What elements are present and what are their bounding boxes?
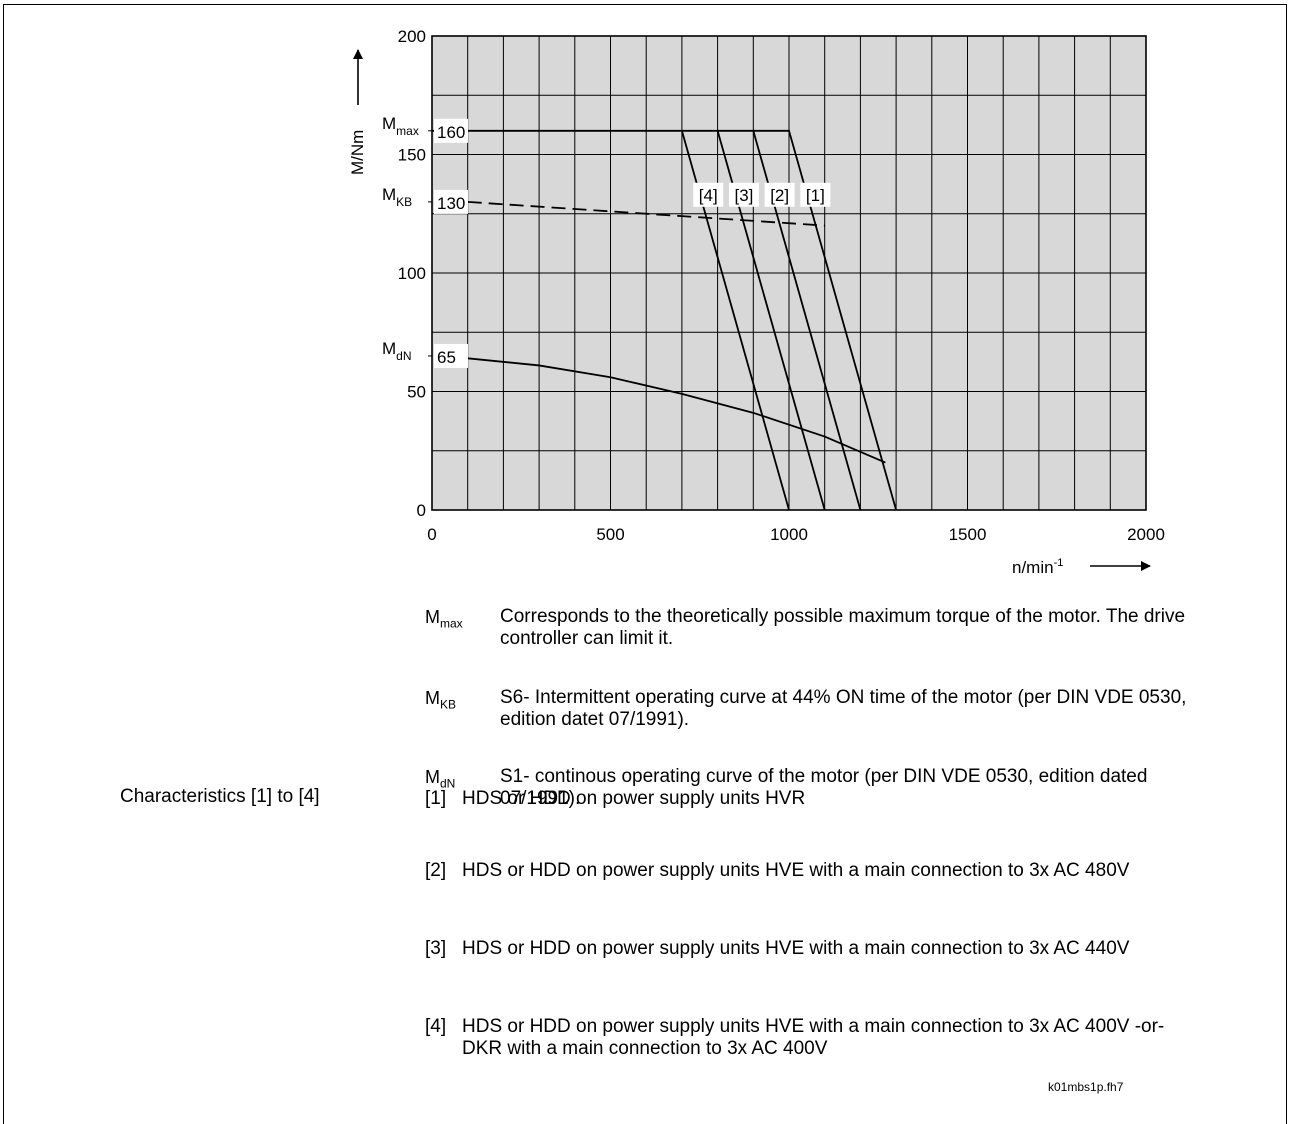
marker-symbol-main: M: [382, 185, 396, 204]
marker-symbol-sub: max: [396, 124, 419, 138]
char-text: HDS or HDD on power supply units HVE wit…: [462, 860, 1130, 881]
marker-symbol-main: M: [382, 114, 396, 133]
y-tick-label: 0: [417, 501, 426, 520]
series-label-box: [728, 182, 759, 207]
desc-symbol-main: M: [425, 767, 440, 787]
marker-symbol: MKB: [382, 185, 412, 209]
torque-speed-chart: 0 500 1000 1500 2000 0 50 100 150 200 160 Mmax 130 M…: [348, 27, 1165, 577]
grid: [432, 36, 1146, 510]
y-tick-label: 200: [398, 27, 426, 46]
char-text: HDS or HDD on power supply units HVE wit…: [462, 938, 1130, 959]
series-label: [1]: [806, 186, 825, 205]
characteristics-heading: Characteristics [1] to [4]: [120, 786, 320, 807]
series-line-mdn: [467, 357, 886, 464]
series-line-mkb: [467, 201, 825, 227]
marker-symbol-main: M: [382, 339, 396, 358]
tick-labels: 0 500 1000 1500 2000 0 50 100 150 200: [398, 27, 1165, 544]
desc-symbol: MdN: [425, 766, 455, 795]
desc-symbol-main: M: [425, 607, 440, 627]
desc-symbol-sub: KB: [440, 697, 457, 712]
marker-symbol-sub: KB: [396, 195, 412, 209]
series-label-box: [800, 182, 831, 207]
x-axis-label-main: n/min: [1012, 558, 1054, 577]
marker-value-box: [434, 189, 468, 214]
marker-value-label: 65: [437, 348, 456, 367]
series-label: [3]: [734, 186, 753, 205]
char-number: [4]: [425, 1016, 447, 1037]
page-frame: [3, 4, 1287, 1124]
marker-symbol-sub: dN: [396, 349, 411, 363]
x-axis-label: n/min-1: [1012, 557, 1063, 577]
desc-symbol: Mmax: [425, 606, 463, 635]
y-tick-label: 50: [407, 383, 426, 402]
y-tick-label: 100: [398, 264, 426, 283]
x-tick-label: 500: [596, 525, 624, 544]
char-number: [3]: [425, 938, 447, 959]
marker-value-box: [434, 118, 468, 143]
desc-text: Corresponds to the theoretically possibl…: [500, 606, 1186, 649]
desc-text: S6- Intermittent operating curve at 44% …: [500, 687, 1187, 730]
marker-value-box: [434, 343, 468, 368]
series-label-box: [693, 182, 724, 207]
marker-value-label: 130: [437, 194, 465, 213]
x-tick-label: 0: [427, 525, 436, 544]
x-tick-label: 2000: [1127, 525, 1165, 544]
series-label-box: [764, 182, 795, 207]
char-number: [1]: [425, 788, 447, 809]
char-text: HDS or HDD on power supply units HVE wit…: [462, 1016, 1165, 1059]
marker-value-label: 160: [437, 123, 465, 142]
x-tick-label: 1500: [949, 525, 987, 544]
series-label: [4]: [699, 186, 718, 205]
desc-symbol: MKB: [425, 687, 456, 716]
series-labels: [1] [2] [3] [4]: [693, 182, 831, 207]
desc-symbol-sub: dN: [440, 776, 456, 791]
marker-symbol: Mmax: [382, 114, 419, 138]
file-id: k01mbs1p.fh7: [1048, 1080, 1124, 1094]
desc-symbol-sub: max: [440, 616, 463, 631]
series-label: [2]: [770, 186, 789, 205]
marker-symbol: MdN: [382, 339, 412, 363]
y-axis-label: M/Nm: [348, 130, 367, 175]
x-axis-label-sup: -1: [1054, 557, 1064, 569]
x-tick-label: 1000: [770, 525, 808, 544]
desc-symbol-main: M: [425, 688, 440, 708]
char-text: HDS or HDD on power supply units HVR: [462, 788, 806, 809]
y-tick-label: 150: [398, 146, 426, 165]
series-line-1: [432, 129, 897, 511]
char-number: [2]: [425, 860, 447, 881]
desc-text: S1- continous operating curve of the mot…: [500, 766, 1148, 809]
